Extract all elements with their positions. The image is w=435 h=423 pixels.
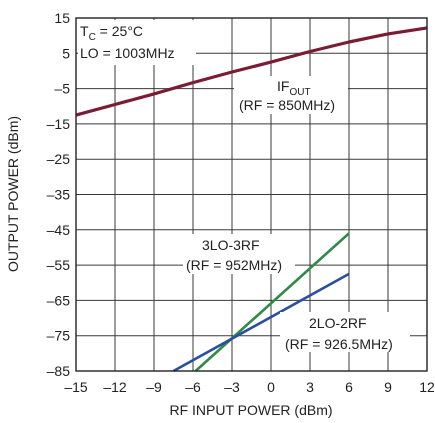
series-label-2lo2rf: 2LO-2RF (RF = 926.5MHz) [280, 312, 410, 352]
tick-labels: –15 –12 –9 –6 –3 0 3 6 9 12 15 5 –5 –15 –25 –35 –45 –55 –6… [47, 10, 435, 395]
lo-label: LO = 1003MHz [80, 45, 175, 61]
x-tick-label: –3 [224, 379, 240, 395]
y-tick-label: –45 [47, 222, 71, 238]
series-note-3lo3rf: (RF = 952MHz) [186, 257, 282, 273]
series-label-ifout: IFOUT (RF = 850MHz) [234, 76, 348, 114]
series-note-2lo2rf: (RF = 926.5MHz) [285, 336, 393, 352]
series-name-2lo2rf: 2LO-2RF [309, 315, 367, 331]
tc-label: TC = 25°C [80, 23, 143, 43]
y-tick-label: –5 [54, 81, 70, 97]
y-tick-label: –65 [47, 292, 71, 308]
y-tick-label: –25 [47, 151, 71, 167]
x-tick-label: –6 [185, 379, 201, 395]
y-tick-label: –85 [47, 363, 71, 379]
y-tick-label: –35 [47, 187, 71, 203]
y-tick-label: –75 [47, 328, 71, 344]
y-tick-label: 5 [62, 45, 70, 61]
series-line-3lo-3rf [194, 232, 350, 372]
x-tick-label: –15 [64, 379, 88, 395]
series-label-3lo3rf: 3LO-3RF (RF = 952MHz) [183, 234, 295, 274]
series-note-ifout: (RF = 850MHz) [239, 97, 335, 113]
series-name-3lo3rf: 3LO-3RF [202, 237, 260, 253]
x-tick-label: –9 [146, 379, 162, 395]
x-tick-label: 3 [306, 379, 314, 395]
x-axis-title: RF INPUT POWER (dBm) [169, 402, 332, 418]
x-tick-label: 9 [384, 379, 392, 395]
x-tick-label: 0 [267, 379, 275, 395]
x-tick-label: 12 [419, 379, 435, 395]
series-line-2lo-2rf [172, 272, 350, 373]
series-name-ifout: IFOUT [277, 78, 311, 98]
y-axis-title: OUTPUT POWER (dBm) [5, 116, 21, 272]
series-lines [75, 26, 428, 373]
y-tick-label: 15 [54, 10, 70, 26]
x-tick-label: –12 [103, 379, 127, 395]
y-tick-label: –55 [47, 257, 71, 273]
series-line-ifout [75, 26, 428, 117]
conditions-box: TC = 25°C LO = 1003MHz [78, 20, 196, 65]
x-tick-label: 6 [345, 379, 353, 395]
plot-frame [75, 17, 428, 372]
y-tick-label: –15 [47, 116, 71, 132]
